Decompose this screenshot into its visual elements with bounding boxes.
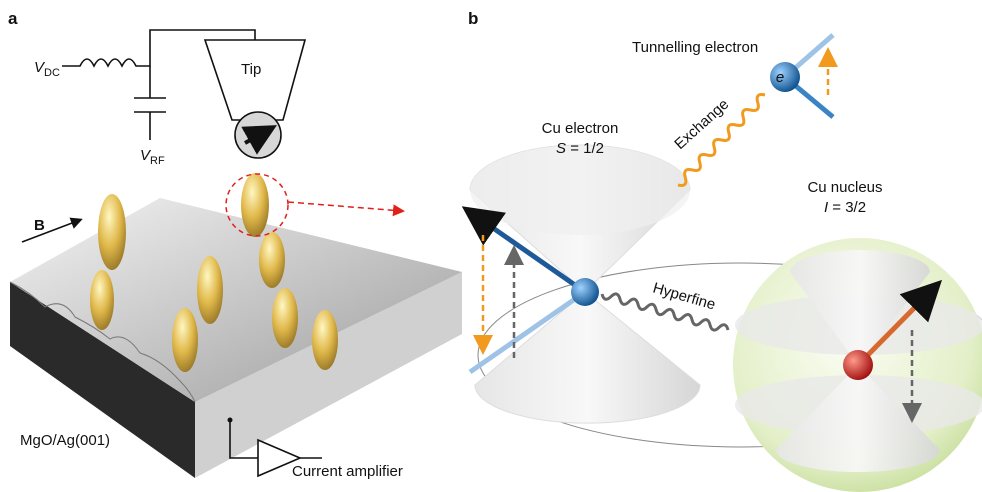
adsorbate-peaks-part (98, 194, 126, 270)
exchange-label: Exchange (671, 96, 732, 153)
spin-symbol: S (556, 140, 566, 157)
cu-electron-spin: S = 1/2 (556, 140, 604, 157)
field-arrow (22, 220, 80, 242)
tunnelling-label: Tunnelling electron (632, 39, 758, 56)
vdc-subscript: DC (44, 67, 60, 79)
adsorbate-peaks-part (241, 173, 269, 237)
adsorbate-peaks-part (90, 270, 114, 330)
tunnelling-electron-part (770, 62, 800, 92)
cu-electron-title: Cu electron (542, 120, 619, 137)
circuit-part (205, 40, 305, 120)
tip-label: Tip (241, 61, 261, 78)
vdc-label: VDC (34, 59, 60, 79)
spin-value: = 3/2 (832, 199, 866, 216)
circuit (62, 30, 305, 158)
vrf-subscript: RF (150, 155, 165, 167)
adsorbate-peaks-part (312, 310, 338, 370)
panel-label: b (468, 9, 478, 28)
field-label: B (34, 217, 45, 234)
nuclear-spin-part (843, 350, 873, 380)
vrf-label: VRF (140, 147, 165, 167)
sample-label: MgO/Ag(001) (20, 432, 110, 449)
spin-value: = 1/2 (570, 140, 604, 157)
spin-symbol: I (824, 199, 828, 216)
adsorbate-peaks-part (172, 308, 198, 372)
zoom-indicator-part (288, 202, 402, 211)
electron-symbol: e (776, 69, 784, 86)
hyperfine-label: Hyperfine (651, 280, 717, 314)
cu-nucleus-title: Cu nucleus (807, 179, 882, 196)
cu-nucleus-spin: I = 3/2 (824, 199, 866, 216)
adsorbate-peaks-part (259, 232, 285, 288)
adsorbate-peaks-part (197, 256, 223, 324)
adsorbate-peaks-part (272, 288, 298, 348)
figure: a VDC VRF Tip B MgO/Ag(001) Current ampl… (0, 0, 982, 492)
panel-label: a (8, 9, 18, 28)
electron-spin-part (571, 278, 599, 306)
circuit-part (134, 66, 166, 140)
amplifier-label: Current amplifier (292, 463, 403, 480)
electron-cones-part (470, 145, 690, 235)
